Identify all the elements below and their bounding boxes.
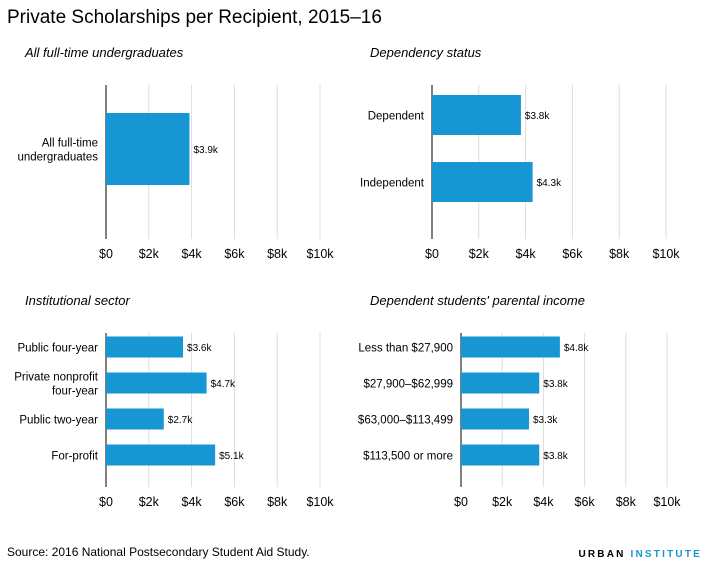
x-tick-label: $0 (99, 247, 113, 261)
panel-title: Institutional sector (25, 293, 130, 308)
bar (106, 408, 164, 430)
category-label: $63,000–$113,499 (358, 415, 453, 427)
category-label: four-year (52, 386, 98, 398)
category-label: Dependent (368, 111, 425, 123)
bar (106, 113, 190, 185)
x-tick-label: $10k (653, 495, 681, 509)
x-tick-label: $8k (609, 247, 630, 261)
panel-title: Dependency status (370, 45, 482, 60)
chart-title: Private Scholarships per Recipient, 2015… (7, 7, 382, 28)
brand-part1: URBAN (578, 549, 631, 560)
category-label: Public two-year (19, 415, 98, 427)
category-label: Independent (360, 178, 425, 190)
bar-chart-parental-income: $0 $2k $4k $6k $8k $10k $4.8k Less than $27,900… (358, 333, 681, 509)
data-label: $3.8k (525, 111, 550, 122)
x-tick-label: $4k (516, 247, 537, 261)
data-label: $2.7k (168, 415, 193, 426)
category-label: Less than $27,900 (358, 343, 453, 355)
bar-chart-dependency-status: $0 $2k $4k $6k $8k $10k $3.8k Dependent $4.3k Ind… (360, 85, 680, 261)
x-tick-label: $10k (306, 495, 334, 509)
x-tick-label: $2k (469, 247, 490, 261)
data-label: $3.8k (543, 451, 568, 462)
bar (461, 336, 560, 358)
x-tick-label: $0 (99, 495, 113, 509)
brand-part2: INSTITUTE (630, 549, 702, 560)
x-tick-label: $0 (425, 247, 439, 261)
x-tick-label: $6k (575, 495, 596, 509)
data-label: $3.3k (533, 415, 558, 426)
bar-chart-all-undergrads: $0 $2k $4k $6k $8k $10k $3.9k All full-time unde… (17, 85, 334, 261)
x-tick-label: $4k (182, 247, 203, 261)
x-tick-label: $10k (652, 247, 680, 261)
data-label: $4.3k (537, 178, 562, 189)
data-label: $3.9k (193, 145, 218, 156)
bar (106, 372, 207, 394)
source-note: Source: 2016 National Postsecondary Stud… (7, 545, 310, 559)
bar (461, 372, 540, 394)
bar (432, 162, 533, 202)
x-tick-label: $8k (267, 247, 288, 261)
x-tick-label: $6k (224, 495, 245, 509)
x-tick-label: $4k (533, 495, 554, 509)
bar-chart-institutional-sector: $0 $2k $4k $6k $8k $10k $3.6k Public four-year $… (14, 333, 334, 509)
data-label: $4.8k (564, 343, 589, 354)
data-label: $5.1k (219, 451, 244, 462)
data-label: $4.7k (211, 379, 236, 390)
x-tick-label: $4k (182, 495, 203, 509)
x-tick-label: $8k (267, 495, 288, 509)
bar (461, 444, 540, 466)
panel-parental-income: Dependent students' parental income $0 $2… (346, 293, 696, 533)
category-label: Public four-year (17, 343, 98, 355)
panel-title: Dependent students' parental income (370, 293, 585, 308)
x-tick-label: $6k (562, 247, 583, 261)
bar (432, 95, 521, 135)
x-tick-label: $10k (306, 247, 334, 261)
panel-institutional-sector: Institutional sector $0 $2k $4k $6k $8k $10k $… (0, 293, 350, 533)
category-label: Private nonprofit (14, 372, 99, 384)
data-label: $3.8k (543, 379, 568, 390)
panel-all-undergrads: All full-time undergraduates $0 $2k $4k $6k… (0, 45, 350, 285)
panel-dependency-status: Dependency status $0 $2k $4k $6k $8k $10k $3.8… (346, 45, 696, 285)
x-tick-label: $6k (224, 247, 245, 261)
category-label: $27,900–$62,999 (363, 379, 453, 391)
panel-title: All full-time undergraduates (25, 45, 184, 60)
bar (106, 336, 184, 358)
x-tick-label: $0 (454, 495, 468, 509)
bar (106, 444, 216, 466)
category-label: undergraduates (17, 152, 98, 164)
category-label: For-profit (51, 451, 98, 463)
x-tick-label: $2k (139, 247, 160, 261)
x-tick-label: $8k (616, 495, 637, 509)
x-tick-label: $2k (492, 495, 513, 509)
category-label: $113,500 or more (363, 451, 453, 463)
brand-logo: URBAN INSTITUTE (578, 549, 702, 560)
data-label: $3.6k (187, 343, 212, 354)
category-label: All full-time (42, 138, 98, 150)
x-tick-label: $2k (139, 495, 160, 509)
bar (461, 408, 529, 430)
